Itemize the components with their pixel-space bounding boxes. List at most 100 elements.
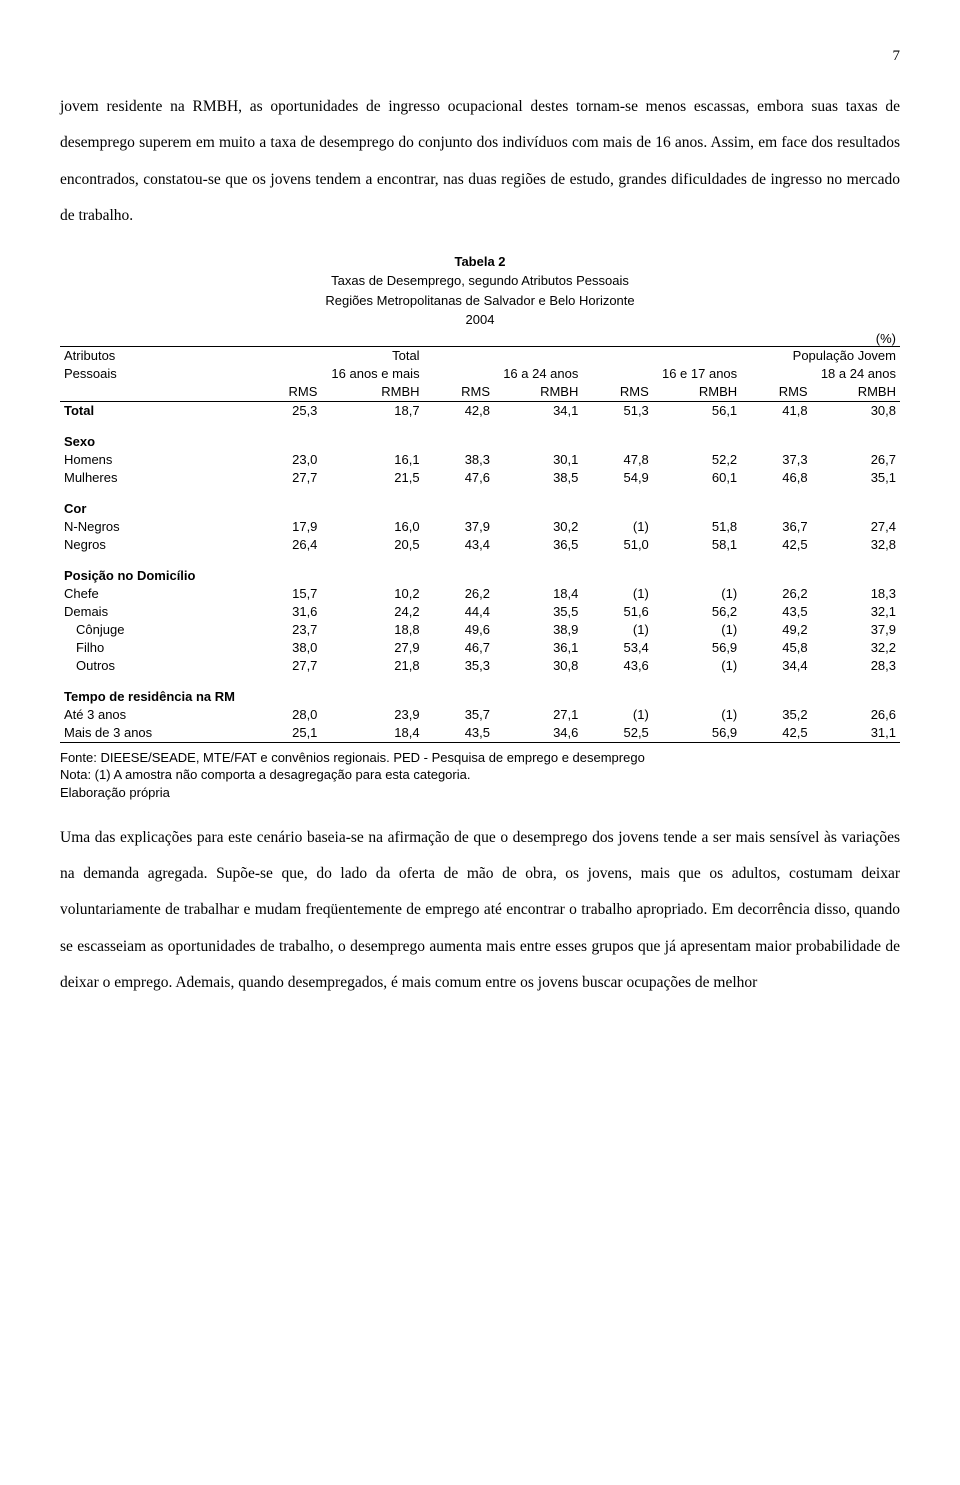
cell: 42,5 [741,536,811,554]
row-label: Tempo de residência na RM [60,688,240,706]
table-subtitle-1: Taxas de Desemprego, segundo Atributos P… [60,272,900,290]
cell: (1) [653,585,741,603]
cell: 49,6 [424,621,494,639]
cell: 26,2 [741,585,811,603]
cell: 31,6 [240,603,321,621]
row-label: Chefe [60,585,240,603]
cell: 18,3 [812,585,900,603]
table-row: Negros26,420,543,436,551,058,142,532,8 [60,536,900,554]
cell [812,433,900,451]
cell [741,567,811,585]
cell: 32,1 [812,603,900,621]
cell: (1) [582,518,652,536]
cell: 28,3 [812,657,900,675]
table-row: Filho38,027,946,736,153,456,945,832,2 [60,639,900,657]
row-label: Negros [60,536,240,554]
cell: 45,8 [741,639,811,657]
paragraph-1: jovem residente na RMBH, as oportunidade… [60,89,900,235]
cell: 51,6 [582,603,652,621]
header-rmbh-4: RMBH [812,383,900,402]
footnote-line-2: Nota: (1) A amostra não comporta a desag… [60,766,900,784]
cell [240,567,321,585]
cell: (1) [653,706,741,724]
cell: 41,8 [741,401,811,420]
footnote-line-3: Elaboração própria [60,784,900,802]
cell: 53,4 [582,639,652,657]
cell: 35,7 [424,706,494,724]
cell: 16,1 [321,451,423,469]
cell: 37,9 [424,518,494,536]
cell: 35,3 [424,657,494,675]
cell: 32,2 [812,639,900,657]
cell: 15,7 [240,585,321,603]
cell: 21,8 [321,657,423,675]
cell: (1) [653,621,741,639]
cell: 23,0 [240,451,321,469]
cell: 38,3 [424,451,494,469]
cell: 24,2 [321,603,423,621]
cell: 47,8 [582,451,652,469]
row-label: N-Negros [60,518,240,536]
cell: 18,4 [494,585,582,603]
cell: (1) [582,621,652,639]
cell: 36,5 [494,536,582,554]
table-row: Até 3 anos28,023,935,727,1(1)(1)35,226,6 [60,706,900,724]
cell [424,688,494,706]
cell: 18,8 [321,621,423,639]
header-rmbh-3: RMBH [653,383,741,402]
cell: 30,2 [494,518,582,536]
header-attr-2: Pessoais [60,365,240,383]
cell [240,500,321,518]
table-row: Outros27,721,835,330,843,6(1)34,428,3 [60,657,900,675]
cell: 26,2 [424,585,494,603]
cell: 51,0 [582,536,652,554]
footnote-line-1: Fonte: DIEESE/SEADE, MTE/FAT e convênios… [60,749,900,767]
header-c1: 16 a 24 anos [424,365,583,383]
header-rms-1: RMS [240,383,321,402]
cell: 27,7 [240,657,321,675]
cell: 38,5 [494,469,582,487]
row-label: Cônjuge [60,621,240,639]
cell: 36,7 [741,518,811,536]
cell: 52,5 [582,724,652,743]
header-total: Total [240,346,424,365]
cell: 10,2 [321,585,423,603]
header-attr-1: Atributos [60,346,240,365]
header-rms-3: RMS [582,383,652,402]
cell: 43,4 [424,536,494,554]
row-label: Cor [60,500,240,518]
cell: 58,1 [653,536,741,554]
cell [812,688,900,706]
cell [653,567,741,585]
cell: 28,0 [240,706,321,724]
row-label: Filho [60,639,240,657]
header-c3: 18 a 24 anos [741,365,900,383]
cell: 56,1 [653,401,741,420]
cell: 42,8 [424,401,494,420]
row-label: Mulheres [60,469,240,487]
row-label: Mais de 3 anos [60,724,240,743]
header-rms-2: RMS [424,383,494,402]
cell: 30,1 [494,451,582,469]
cell: 16,0 [321,518,423,536]
cell: 37,9 [812,621,900,639]
cell [582,500,652,518]
header-pop: População Jovem [424,346,900,365]
cell: 38,9 [494,621,582,639]
cell: 18,7 [321,401,423,420]
cell: 23,7 [240,621,321,639]
table-subtitle-3: 2004 [60,311,900,329]
cell: 27,1 [494,706,582,724]
cell: 20,5 [321,536,423,554]
cell: 52,2 [653,451,741,469]
cell [812,567,900,585]
cell: 42,5 [741,724,811,743]
cell: 27,4 [812,518,900,536]
cell [321,567,423,585]
cell: 17,9 [240,518,321,536]
row-label: Outros [60,657,240,675]
cell: 27,7 [240,469,321,487]
cell: 23,9 [321,706,423,724]
table-row: Mulheres27,721,547,638,554,960,146,835,1 [60,469,900,487]
cell [321,433,423,451]
